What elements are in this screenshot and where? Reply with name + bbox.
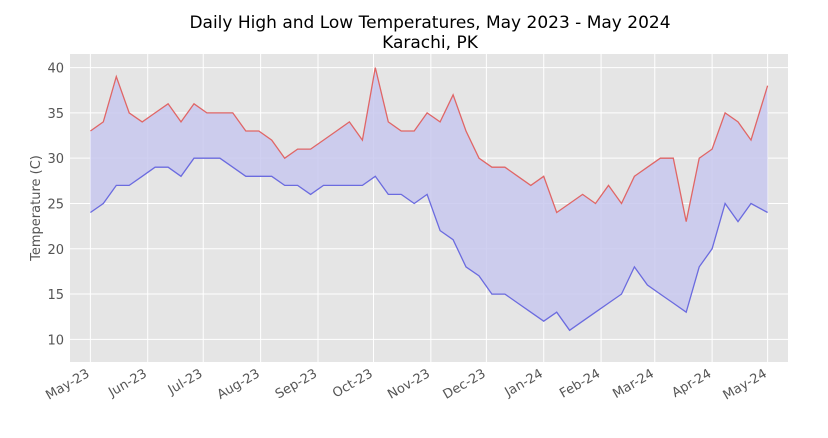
x-tick-label: Feb-24 <box>557 366 603 401</box>
x-tick-label: May-23 <box>43 366 92 403</box>
x-tick-label: Oct-23 <box>330 366 375 401</box>
high-series-line <box>90 67 769 222</box>
x-tick-label: Jun-23 <box>105 366 149 400</box>
y-tick-label: 20 <box>47 243 64 258</box>
x-tick-label: Sep-23 <box>273 366 320 402</box>
y-tick-labels: 10 15 20 25 30 35 40 <box>47 62 64 349</box>
y-tick-label: 40 <box>47 62 64 77</box>
x-tick-label: Nov-23 <box>385 366 433 402</box>
x-tick-label: Jan-24 <box>502 366 546 400</box>
x-tick-label: Aug-23 <box>215 366 263 402</box>
y-tick-label: 30 <box>47 152 64 167</box>
y-tick-label: 35 <box>47 107 64 122</box>
y-axis-label: Temperature (C) <box>29 155 44 262</box>
x-tick-label: May-24 <box>721 366 770 403</box>
x-tick-labels: May-23 Jun-23 Jul-23 Aug-23 Sep-23 Oct-23 Nov-… <box>43 366 769 403</box>
y-tick-label: 25 <box>47 197 64 212</box>
low-series-line <box>90 157 768 332</box>
chart-title: Daily High and Low Temperatures, May 202… <box>189 13 670 33</box>
x-tick-label: Apr-24 <box>669 366 714 400</box>
x-tick-label: Mar-24 <box>610 366 656 401</box>
x-tick-label: Dec-23 <box>441 366 489 402</box>
y-tick-label: 10 <box>47 333 64 348</box>
x-tick-label: Jul-23 <box>165 366 205 398</box>
y-tick-label: 15 <box>47 288 64 303</box>
chart-subtitle: Karachi, PK <box>382 33 479 53</box>
